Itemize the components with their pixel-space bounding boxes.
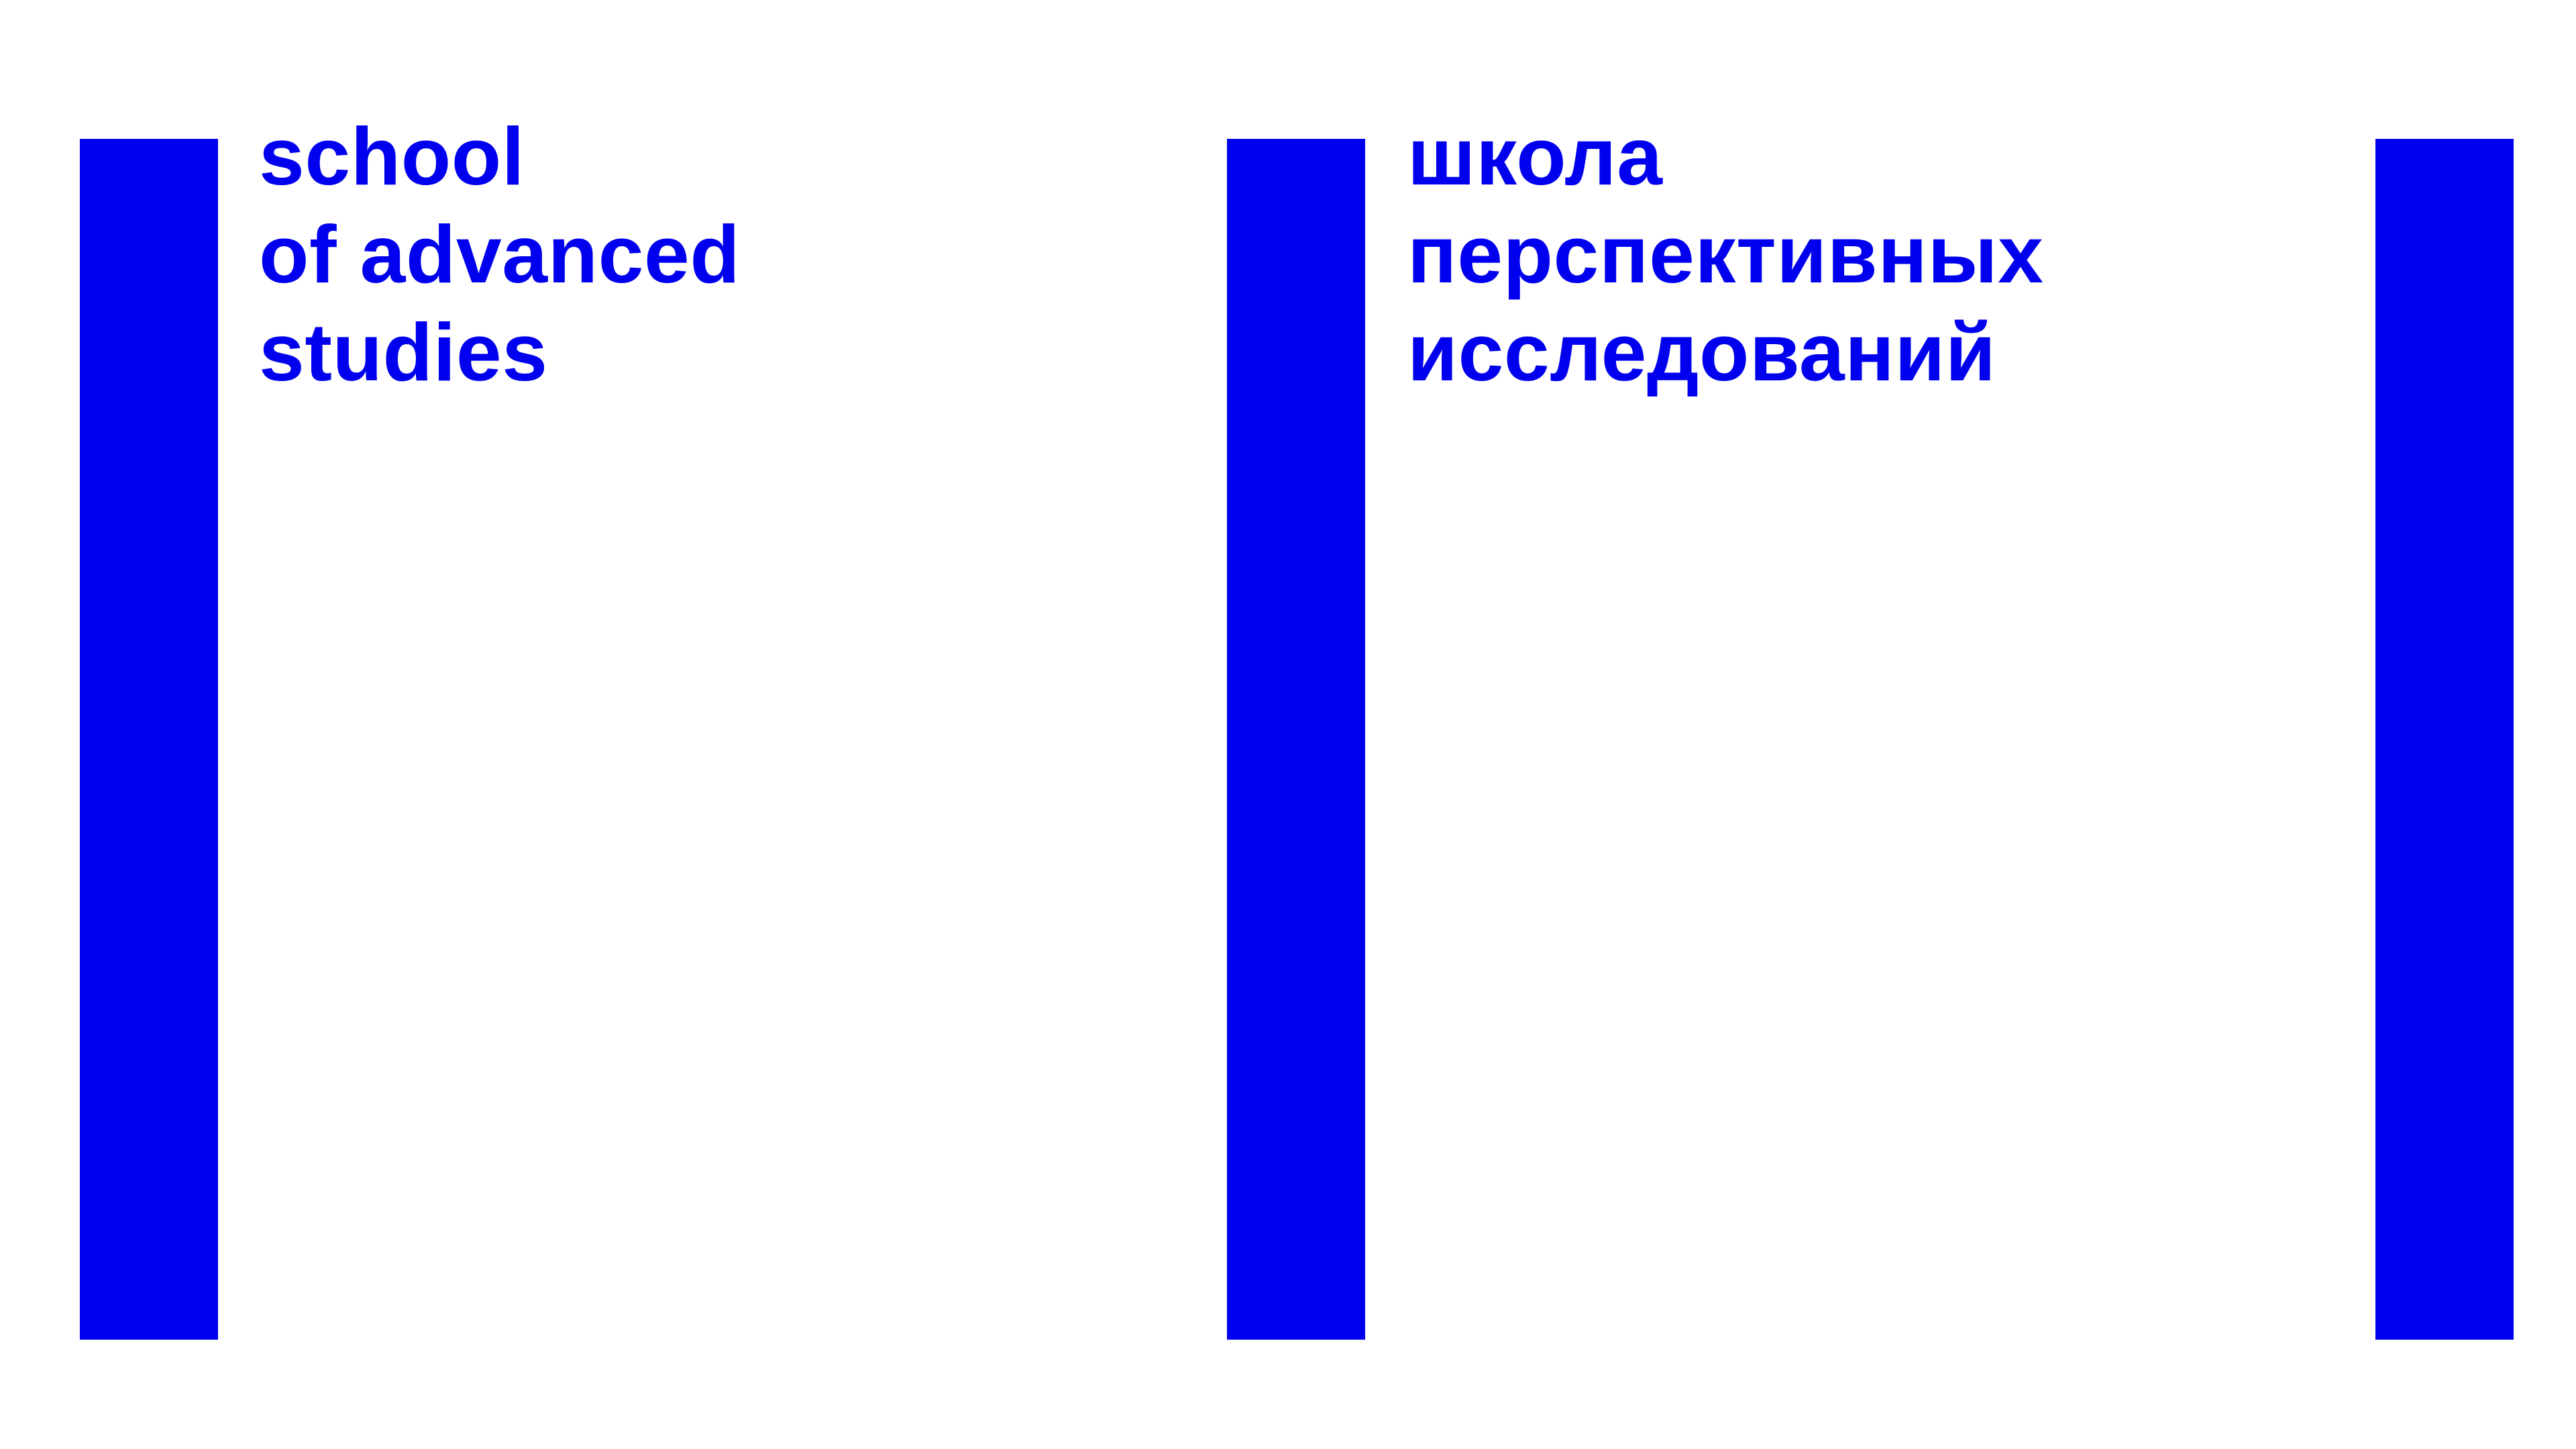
logo-text-line: перспективных (1407, 209, 2044, 300)
logo-text-line: школа (1407, 111, 1663, 202)
logo-text-russian: школа перспективных исследований (1407, 107, 2044, 401)
logo-text-line: исследований (1407, 307, 1996, 398)
logo-text-line: school (259, 111, 525, 202)
logo-text-line: of advanced (259, 209, 741, 300)
blue-bar-right (2375, 139, 2514, 1340)
blue-bar-middle (1227, 139, 1365, 1340)
logo-text-line: studies (259, 307, 548, 398)
logo-text-english: school of advanced studies (259, 107, 740, 401)
blue-bar-left (80, 139, 218, 1340)
